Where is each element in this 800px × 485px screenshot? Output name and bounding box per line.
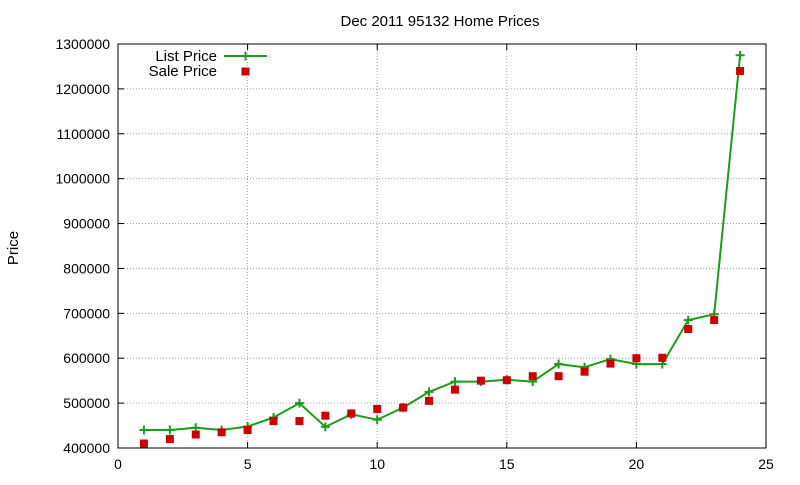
grid-lines xyxy=(118,44,766,448)
sale-price-point xyxy=(476,376,485,385)
legend-marker-list-price xyxy=(241,51,250,61)
sale-price-point xyxy=(606,359,615,368)
sale-price-point xyxy=(632,354,641,363)
sale-price-point xyxy=(373,404,382,413)
sale-price-point xyxy=(710,316,719,325)
sale-price-point xyxy=(165,435,174,444)
list-price-point xyxy=(139,425,149,435)
y-tick-label: 1100000 xyxy=(57,126,111,142)
sale-price-point xyxy=(554,372,563,381)
y-tick-label: 500000 xyxy=(63,395,110,411)
y-tick-label: 800000 xyxy=(63,260,110,276)
x-tick-label: 0 xyxy=(114,456,122,472)
sale-price-point xyxy=(295,417,304,426)
list-price-point xyxy=(165,425,175,435)
sale-price-point xyxy=(347,409,356,418)
y-tick-label: 400000 xyxy=(63,440,110,456)
x-tick-label: 5 xyxy=(244,456,252,472)
sale-price-point xyxy=(528,372,537,381)
sale-price-point xyxy=(243,426,252,435)
sale-price-point xyxy=(658,353,667,362)
sale-price-point xyxy=(684,325,693,334)
sale-price-point xyxy=(450,385,459,394)
sale-price-point xyxy=(217,428,226,437)
y-tick-label: 700000 xyxy=(63,305,110,321)
list-price-point xyxy=(294,398,304,408)
sale-price-point xyxy=(502,376,511,385)
list-price-point xyxy=(372,415,382,425)
plot-frame xyxy=(117,43,767,449)
series-line-list-price xyxy=(143,55,742,431)
y-tick-label: 900000 xyxy=(63,216,110,232)
plot-area xyxy=(139,50,745,448)
sale-price-point xyxy=(399,403,408,412)
axes: 0 5 10 15 20 25 400000 500000 600000 700000 800000… xyxy=(55,36,774,472)
x-tick-label: 25 xyxy=(758,456,774,472)
y-tick-label: 1200000 xyxy=(55,81,110,97)
legend-marker-sale-price xyxy=(241,67,250,76)
y-axis-label: Price xyxy=(5,231,22,265)
chart-title: Dec 2011 95132 Home Prices xyxy=(341,13,540,30)
legend-label-sale-price: Sale Price xyxy=(149,63,217,80)
list-price-point xyxy=(320,422,330,432)
sale-price-point xyxy=(425,396,434,405)
list-price-point xyxy=(424,387,434,397)
x-tick-label: 10 xyxy=(369,456,385,472)
sale-price-point xyxy=(736,66,745,75)
sale-price-point xyxy=(580,367,589,376)
legend-label-list-price: List Price xyxy=(155,48,217,65)
list-price-point xyxy=(554,359,564,369)
x-tick-label: 15 xyxy=(499,456,515,472)
x-tick-label: 20 xyxy=(629,456,645,472)
y-tick-label: 1000000 xyxy=(55,171,110,187)
list-price-point xyxy=(683,315,693,325)
y-tick-label: 600000 xyxy=(63,350,110,366)
y-tick-label: 1300000 xyxy=(55,36,110,52)
list-price-point xyxy=(450,377,460,387)
sale-price-point xyxy=(321,411,330,420)
list-price-point xyxy=(735,50,745,60)
sale-price-point xyxy=(191,430,200,439)
sale-price-point xyxy=(139,439,148,448)
legend: List Price Sale Price xyxy=(149,48,267,80)
sale-price-point xyxy=(269,417,278,426)
